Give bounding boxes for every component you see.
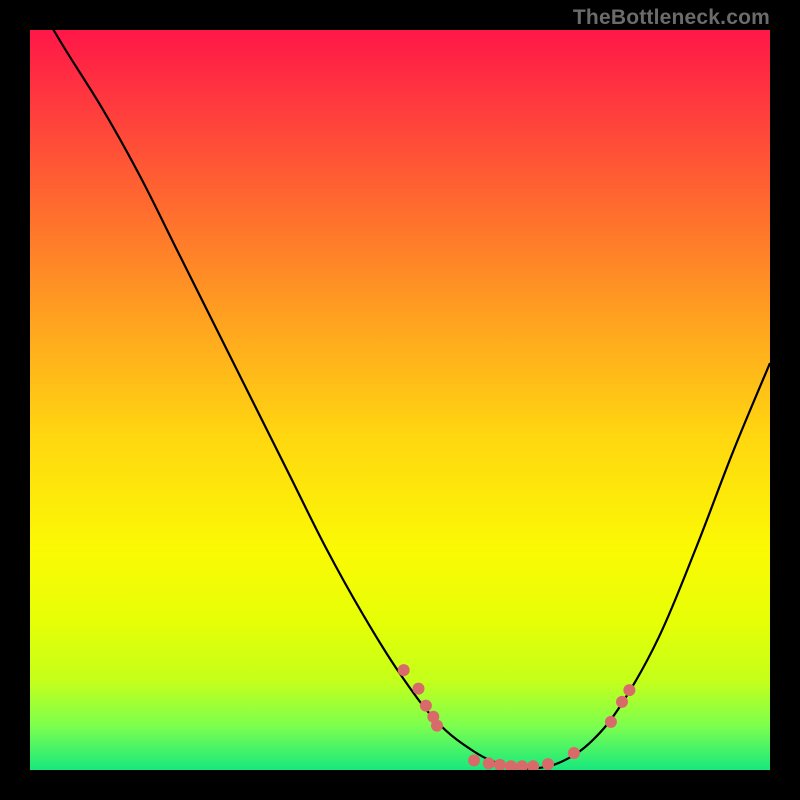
data-marker <box>431 720 443 732</box>
plot-area <box>30 30 770 770</box>
chart-svg <box>30 30 770 770</box>
data-marker <box>398 664 410 676</box>
data-marker <box>468 754 480 766</box>
data-marker <box>616 696 628 708</box>
data-marker <box>420 700 432 712</box>
data-marker <box>483 757 495 769</box>
chart-container: TheBottleneck.com <box>0 0 800 800</box>
data-marker <box>568 747 580 759</box>
data-marker <box>542 758 554 770</box>
gradient-background <box>30 30 770 770</box>
data-marker <box>605 716 617 728</box>
data-marker <box>413 683 425 695</box>
data-marker <box>623 684 635 696</box>
watermark-text: TheBottleneck.com <box>573 6 770 30</box>
